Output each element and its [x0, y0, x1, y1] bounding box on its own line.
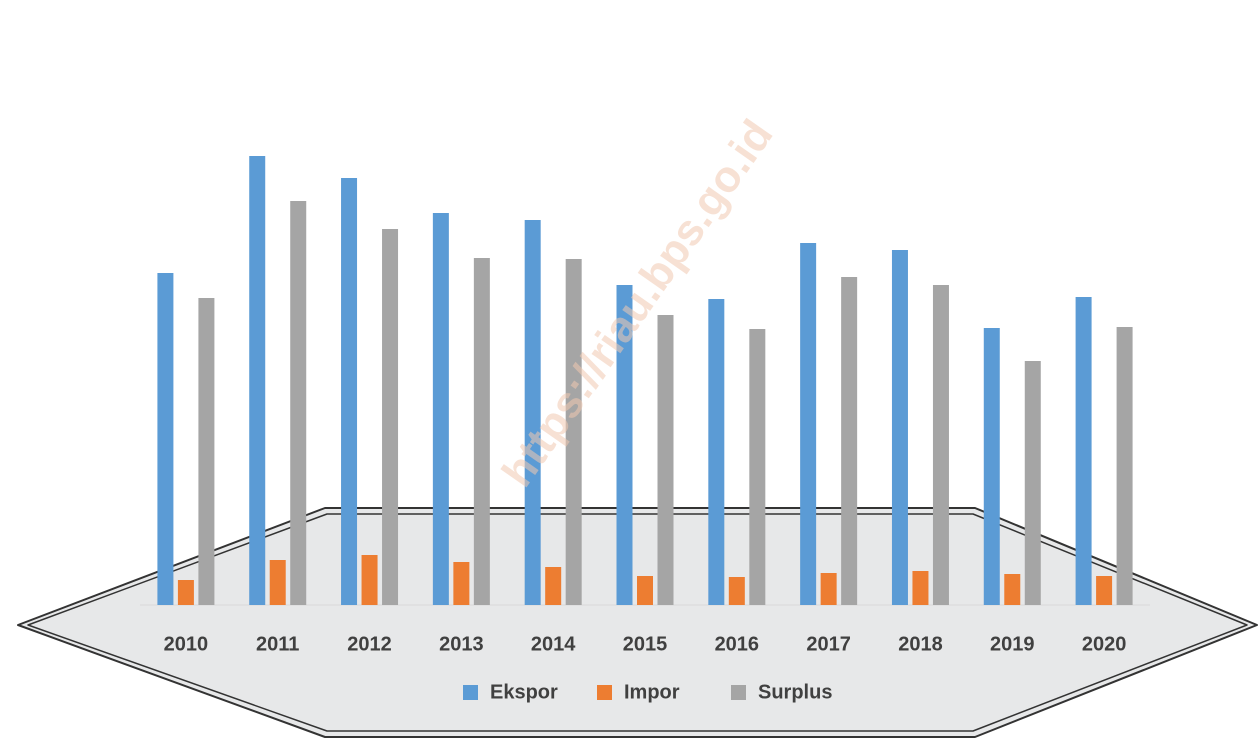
- bar: [708, 299, 725, 605]
- bar: [800, 243, 817, 605]
- bar: [382, 229, 399, 605]
- legend-label: Impor: [624, 681, 680, 703]
- x-tick-label: 2016: [715, 633, 760, 655]
- x-tick-label: 2012: [347, 633, 392, 655]
- bar: [1096, 576, 1113, 605]
- bar: [473, 258, 490, 605]
- x-tick-label: 2015: [623, 633, 668, 655]
- bar: [565, 259, 582, 605]
- bar: [290, 201, 307, 605]
- x-tick-label: 2017: [806, 633, 851, 655]
- bar: [983, 328, 1000, 605]
- bar: [728, 577, 745, 605]
- x-tick-label: 2010: [164, 633, 209, 655]
- legend-label: Surplus: [758, 681, 832, 703]
- bar: [453, 562, 470, 605]
- bar: [820, 573, 837, 605]
- bar: [657, 315, 674, 605]
- bar: [637, 576, 653, 605]
- bar: [891, 250, 908, 605]
- platform-inner: [27, 513, 1248, 732]
- bar: [932, 285, 949, 605]
- bar: [1116, 327, 1133, 605]
- bar: [912, 571, 929, 605]
- bar: [841, 277, 858, 605]
- bar: [198, 298, 215, 605]
- bar: [432, 213, 449, 605]
- bar: [269, 560, 286, 605]
- x-tick-label: 2013: [439, 633, 484, 655]
- bar: [1024, 361, 1041, 605]
- x-tick-label: 2018: [898, 633, 943, 655]
- bar: [361, 555, 378, 605]
- x-tick-label: 2020: [1082, 633, 1127, 655]
- legend-swatch: [463, 685, 478, 700]
- bar: [157, 273, 174, 605]
- legend-swatch: [731, 685, 746, 700]
- bar: [749, 329, 766, 605]
- bar: [177, 580, 194, 605]
- bar: [249, 156, 266, 605]
- legend-swatch: [597, 685, 612, 700]
- legend-label: Ekspor: [490, 681, 558, 703]
- x-tick-label: 2019: [990, 633, 1035, 655]
- x-tick-label: 2011: [256, 633, 299, 655]
- bar: [1075, 297, 1092, 605]
- x-tick-label: 2014: [531, 633, 576, 655]
- bar: [524, 220, 541, 605]
- bar: [616, 285, 633, 605]
- bar: [545, 567, 562, 605]
- bar: [341, 178, 358, 605]
- bar: [1004, 574, 1021, 605]
